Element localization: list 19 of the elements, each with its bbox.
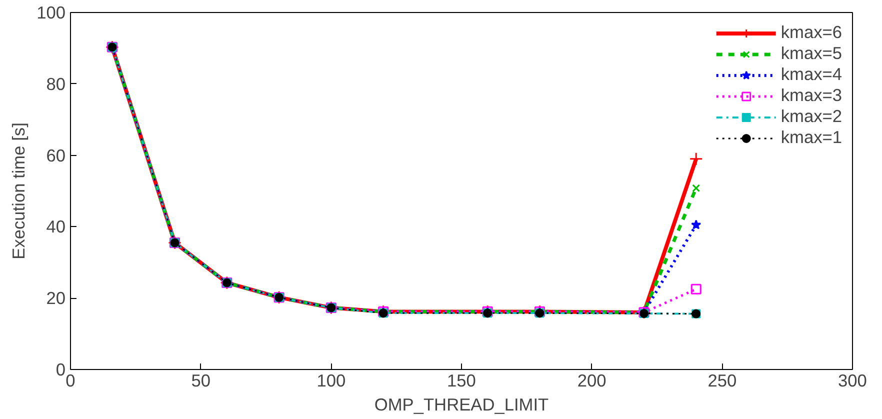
y-tick-label: 40 [46, 216, 66, 237]
x-tick-label: 50 [191, 370, 210, 390]
x-tick-label: 250 [708, 370, 737, 390]
y-axis-title: Execution time [s] [8, 122, 29, 260]
y-tick-label: 60 [46, 145, 66, 166]
legend-label: kmax=2 [780, 106, 842, 127]
legend-label: kmax=1 [780, 127, 842, 148]
y-tick-label: 100 [36, 2, 66, 22]
legend-label: kmax=5 [780, 43, 842, 64]
x-tick-label: 150 [447, 370, 476, 390]
x-axis-title: OMP_THREAD_LIMIT [374, 394, 550, 414]
legend-label: kmax=3 [780, 85, 842, 106]
x-tick-label: 200 [577, 370, 606, 390]
y-tick-label: 20 [46, 288, 66, 308]
legend-label: kmax=4 [780, 64, 842, 85]
x-tick-label: 100 [316, 370, 346, 390]
x-tick-label: 300 [838, 370, 867, 390]
legend-label: kmax=6 [780, 22, 842, 43]
y-tick-label: 80 [46, 74, 66, 94]
